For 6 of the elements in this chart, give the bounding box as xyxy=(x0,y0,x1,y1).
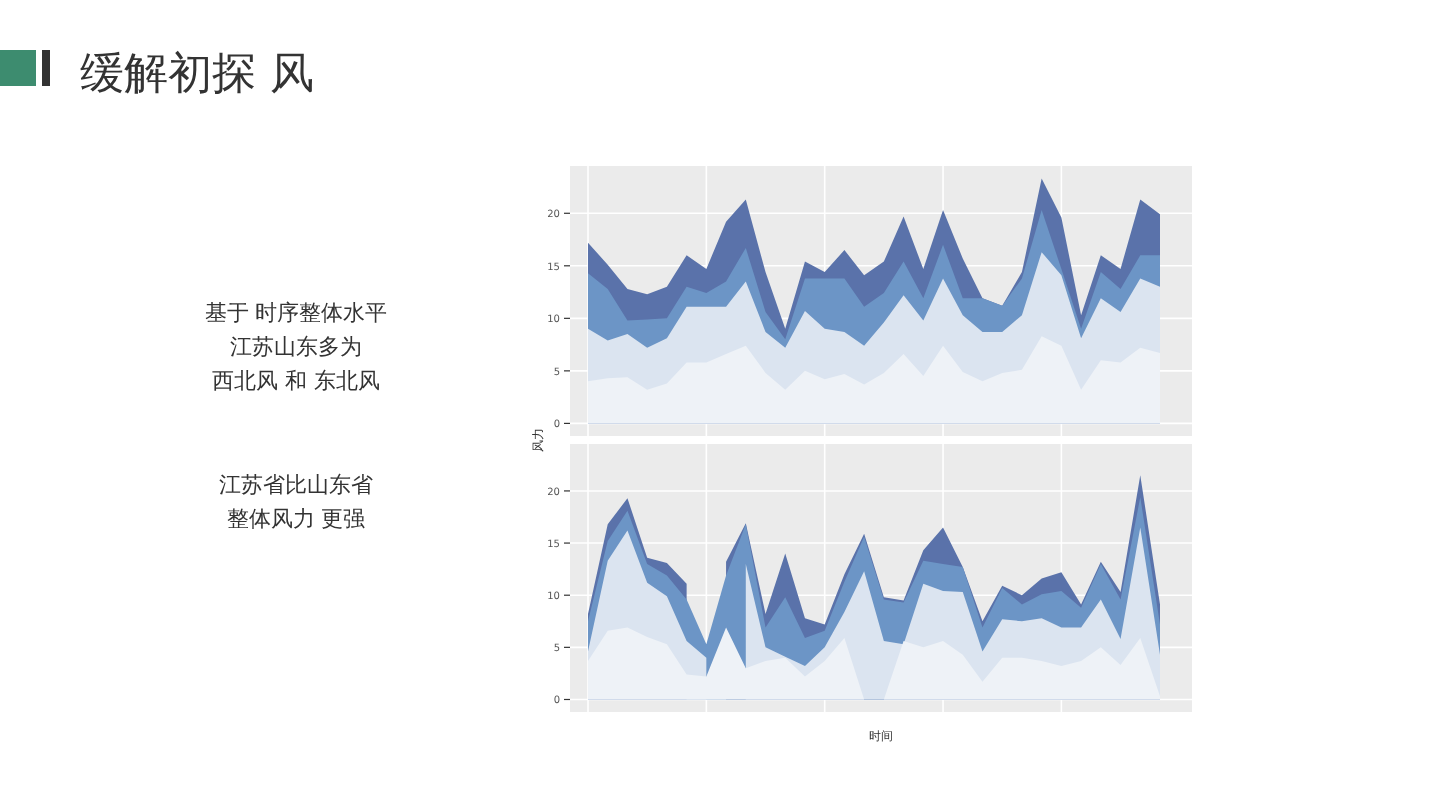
text: 基于 时序整体水平 xyxy=(204,300,388,326)
text: 江苏山东多为 xyxy=(230,334,362,360)
text: 西北风 和 东北风 xyxy=(212,368,380,394)
text: 整体风力 更强 xyxy=(226,506,366,532)
text: 江苏省比山东省 xyxy=(219,472,373,498)
text: 缓解初探 风 xyxy=(80,50,314,100)
